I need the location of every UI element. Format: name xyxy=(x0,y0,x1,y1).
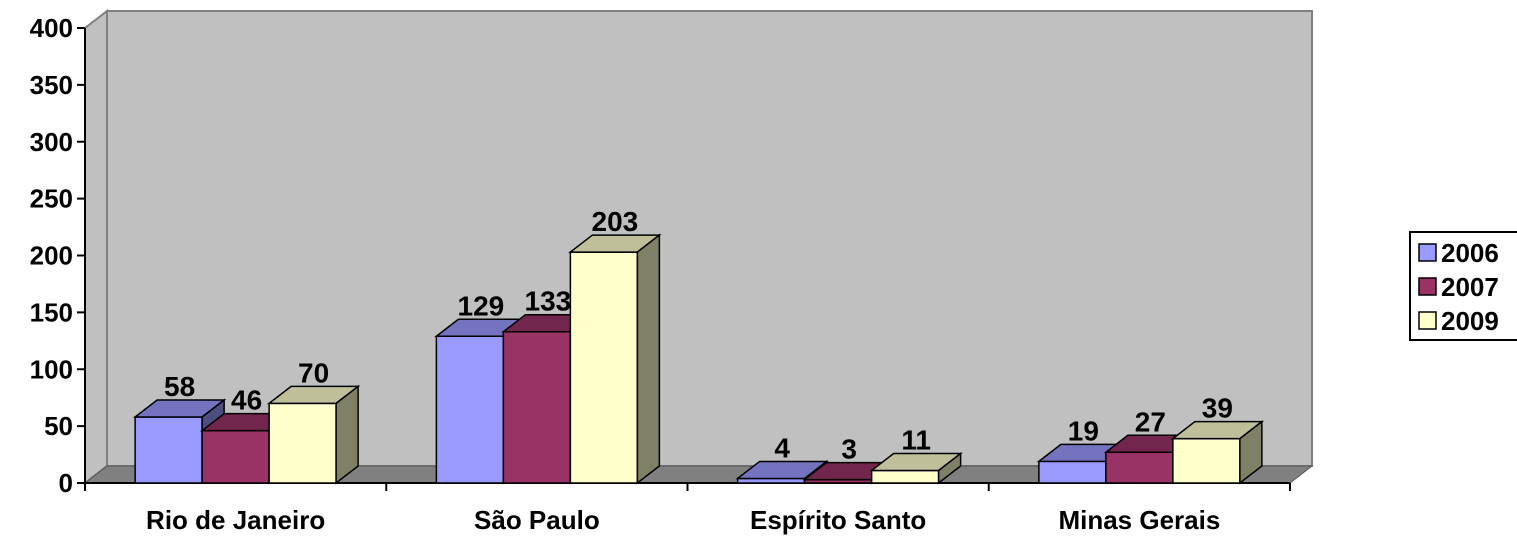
bar-front xyxy=(435,335,505,484)
y-tick-label: 350 xyxy=(30,70,73,100)
legend-swatch xyxy=(1418,311,1437,330)
y-tick-label: 100 xyxy=(30,354,73,384)
data-label: 203 xyxy=(592,206,639,237)
x-category-label: São Paulo xyxy=(474,505,600,535)
y-tick-label: 150 xyxy=(30,297,73,327)
bar-front xyxy=(268,402,337,484)
y-tick-label: 50 xyxy=(44,411,73,441)
x-category-label: Espírito Santo xyxy=(750,505,926,535)
data-label: 133 xyxy=(525,286,572,317)
bar-front xyxy=(1038,460,1107,484)
data-label: 27 xyxy=(1135,406,1166,437)
bar xyxy=(1170,420,1265,485)
legend-swatch xyxy=(1418,243,1437,262)
bar-front xyxy=(569,251,639,484)
legend-label: 2006 xyxy=(1441,238,1499,268)
bar xyxy=(869,451,963,485)
data-label: 19 xyxy=(1068,415,1099,446)
bar-side xyxy=(636,233,661,485)
bar-front xyxy=(870,469,940,484)
bar-side xyxy=(1239,420,1263,485)
bars xyxy=(132,233,1265,485)
data-label: 4 xyxy=(774,432,790,463)
legend-label: 2009 xyxy=(1441,306,1499,336)
bar-front xyxy=(502,330,572,484)
x-category-label: Rio de Janeiro xyxy=(146,505,325,535)
y-tick-label: 400 xyxy=(30,13,73,43)
bar-front xyxy=(1105,451,1174,484)
data-label: 46 xyxy=(231,385,262,416)
data-label: 129 xyxy=(458,290,505,321)
legend-swatch xyxy=(1418,277,1437,296)
axes: 0 50 100 150 200 250 300 350 400 Rio de Janeiro Sã… xyxy=(30,13,1291,535)
bar xyxy=(568,233,662,485)
y-tick-label: 250 xyxy=(30,184,73,214)
data-labels: 58 46 70 129 133 203 4 3 11 19 27 39 xyxy=(164,206,1233,465)
bar xyxy=(266,384,361,485)
legend: 2006 2007 2009 xyxy=(1409,231,1517,341)
data-label: 70 xyxy=(298,357,329,388)
data-label: 11 xyxy=(901,424,931,455)
data-label: 3 xyxy=(841,434,857,465)
bar-side xyxy=(937,451,962,485)
side-wall xyxy=(84,8,108,486)
bar-front xyxy=(134,416,203,484)
y-tick-label: 200 xyxy=(30,241,73,271)
bar-front xyxy=(1172,437,1241,484)
x-category-label: Minas Gerais xyxy=(1058,505,1220,535)
y-tick-label: 0 xyxy=(59,468,73,498)
data-label: 39 xyxy=(1202,393,1233,424)
bar-side xyxy=(335,384,359,485)
legend-label: 2007 xyxy=(1441,272,1499,302)
y-tick-label: 300 xyxy=(30,127,73,157)
data-label: 58 xyxy=(164,371,195,402)
bar-front xyxy=(201,429,270,484)
